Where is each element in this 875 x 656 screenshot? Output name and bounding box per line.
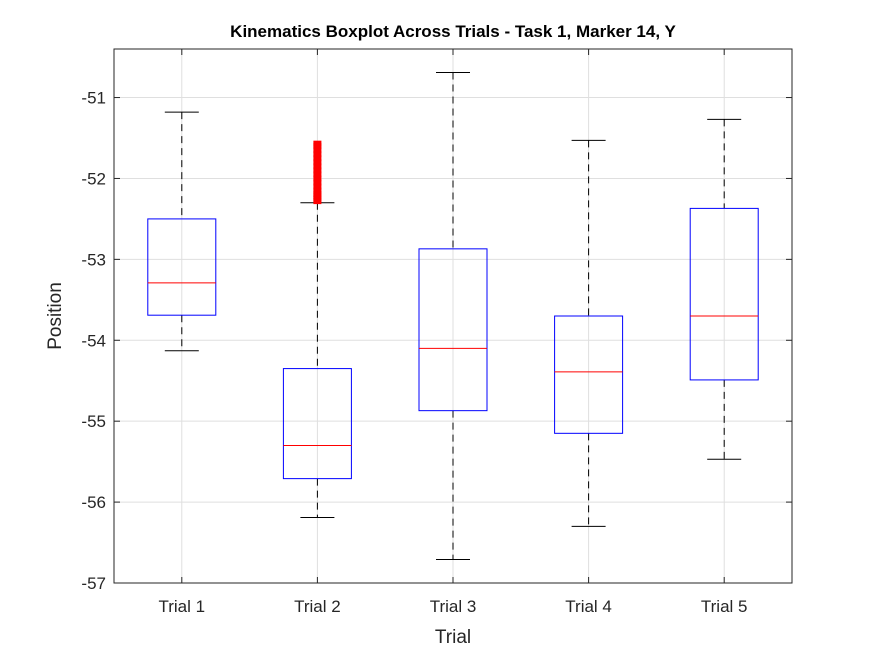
y-tick-label: -55 <box>81 412 106 431</box>
outlier-marker <box>313 155 322 162</box>
y-tick-label: -54 <box>81 331 106 350</box>
iqr-box <box>689 207 759 381</box>
x-axis-label: Trial <box>435 627 471 648</box>
outlier-marker <box>313 167 322 174</box>
box-group <box>554 139 624 527</box>
outlier-marker <box>313 187 322 194</box>
y-axis-label: Position <box>45 282 66 350</box>
outlier-marker <box>313 163 322 170</box>
y-tick-label: -51 <box>81 89 106 108</box>
y-tick-label: -57 <box>81 574 106 593</box>
chart-title: Kinematics Boxplot Across Trials - Task … <box>230 22 676 41</box>
iqr-box <box>418 248 488 412</box>
x-tick-label: Trial 3 <box>430 597 477 616</box>
x-tick-label: Trial 1 <box>158 597 205 616</box>
box-group <box>418 71 488 561</box>
iqr-box <box>282 368 352 480</box>
box-group <box>282 140 352 518</box>
outlier-marker <box>313 190 322 197</box>
box-group <box>689 118 759 460</box>
x-tick-label: Trial 5 <box>701 597 748 616</box>
x-tick-label: Trial 4 <box>565 597 612 616</box>
outlier-marker <box>313 183 322 190</box>
axis-ticks: -57 -56 -55 -54 -53 -52 -51 Trial 1 Trial 2 Trial… <box>81 49 792 616</box>
box-series <box>147 71 759 561</box>
box-group <box>147 111 217 352</box>
y-tick-label: -56 <box>81 493 106 512</box>
outlier-marker <box>313 147 322 154</box>
iqr-box <box>147 218 217 316</box>
outlier-marker <box>313 171 322 178</box>
outlier-marker <box>313 179 322 186</box>
x-tick-label: Trial 2 <box>294 597 341 616</box>
iqr-box <box>554 315 624 434</box>
y-tick-label: -53 <box>81 250 106 269</box>
outlier-marker <box>313 159 322 166</box>
outlier-marker <box>313 175 322 182</box>
outlier-marker <box>313 140 322 147</box>
outlier-marker <box>313 151 322 158</box>
y-tick-label: -52 <box>81 169 106 188</box>
